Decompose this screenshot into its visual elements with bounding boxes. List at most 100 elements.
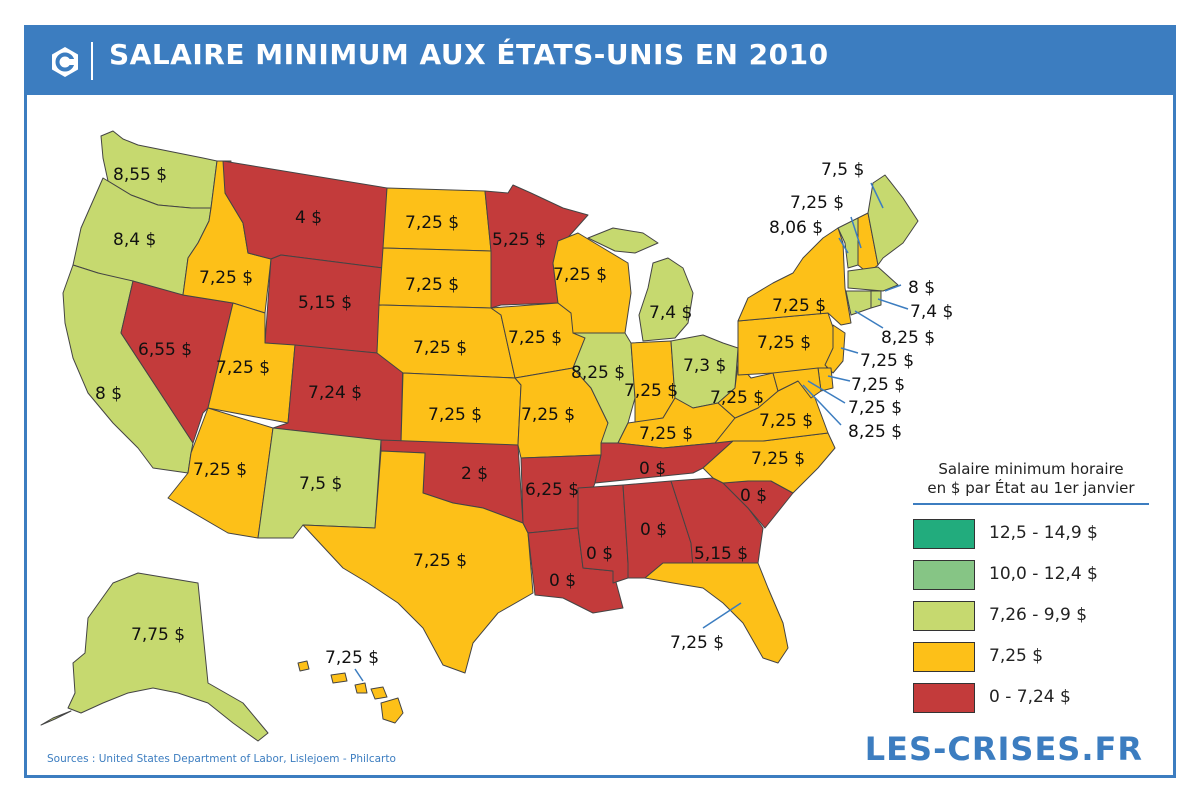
state-tx	[302, 450, 534, 674]
label-ak: 7,75 $	[131, 625, 185, 645]
legend-swatch	[913, 601, 975, 631]
state-hi-2	[330, 672, 348, 684]
legend-title-line1: Salaire minimum horaire	[938, 460, 1124, 478]
leader-de	[827, 375, 851, 382]
label-co: 7,24 $	[308, 383, 362, 403]
label-hi: 7,25 $	[325, 648, 379, 668]
leader-fl	[702, 602, 742, 629]
legend-label: 7,26 - 9,9 $	[989, 605, 1088, 625]
les-crises-logo-icon	[52, 47, 78, 77]
label-wi: 7,25 $	[553, 265, 607, 285]
brand-logo: LES-CRISES.FR	[864, 730, 1143, 768]
leader-ma	[884, 284, 902, 292]
label-nc: 7,25 $	[751, 449, 805, 469]
leader-me	[870, 182, 884, 209]
poster-frame: SALAIRE MINIMUM AUX ÉTATS-UNIS EN 2010	[24, 25, 1176, 778]
legend-divider	[913, 503, 1149, 505]
label-tn: 0 $	[639, 459, 666, 479]
state-mi-up	[587, 227, 659, 254]
label-sc: 0 $	[740, 486, 767, 506]
label-pa: 7,25 $	[757, 333, 811, 353]
leader-dc	[802, 384, 842, 426]
legend-label: 0 - 7,24 $	[989, 687, 1071, 707]
label-la: 0 $	[549, 571, 576, 591]
label-wa: 8,55 $	[113, 165, 167, 185]
legend-item: 0 - 7,24 $	[913, 679, 1153, 720]
label-md: 7,25 $	[848, 398, 902, 418]
legend-swatch	[913, 560, 975, 590]
state-ak	[67, 572, 269, 742]
label-va: 7,25 $	[759, 411, 813, 431]
leader-ct	[854, 310, 884, 329]
sources-note: Sources : United States Department of La…	[47, 753, 396, 765]
us-map: 8,55 $ 8,4 $ 8 $ 6,55 $ 7,25 $ 4 $ 5,15 …	[40, 130, 953, 742]
label-ia: 7,25 $	[508, 328, 562, 348]
label-in: 7,25 $	[624, 381, 678, 401]
label-sd: 7,25 $	[405, 275, 459, 295]
legend-item: 10,0 - 12,4 $	[913, 556, 1153, 597]
label-mi: 7,4 $	[649, 303, 692, 323]
header-bar: SALAIRE MINIMUM AUX ÉTATS-UNIS EN 2010	[27, 28, 1173, 95]
legend-items: 12,5 - 14,9 $ 10,0 - 12,4 $ 7,26 - 9,9 $…	[913, 515, 1153, 720]
legend-label: 10,0 - 12,4 $	[989, 564, 1098, 584]
label-ok: 2 $	[461, 464, 488, 484]
state-ct	[845, 290, 872, 316]
label-ga: 5,15 $	[694, 544, 748, 564]
label-ms: 0 $	[586, 544, 613, 564]
label-mn: 5,25 $	[492, 230, 546, 250]
label-ks: 7,25 $	[428, 405, 482, 425]
label-ca: 8 $	[95, 384, 122, 404]
state-ri	[870, 290, 882, 309]
legend-item: 7,25 $	[913, 638, 1153, 679]
label-dc: 8,25 $	[848, 422, 902, 442]
label-id: 7,25 $	[199, 268, 253, 288]
label-or: 8,4 $	[113, 230, 156, 250]
label-wv: 7,25 $	[710, 388, 764, 408]
legend-swatch	[913, 642, 975, 672]
label-mo: 7,25 $	[521, 405, 575, 425]
label-ky: 7,25 $	[639, 424, 693, 444]
leader-md	[807, 380, 846, 404]
leader-nj	[840, 347, 859, 354]
legend-label: 12,5 - 14,9 $	[989, 523, 1098, 543]
label-nd: 7,25 $	[405, 213, 459, 233]
state-ak-island	[40, 710, 72, 726]
state-nj	[824, 324, 846, 374]
page-title: SALAIRE MINIMUM AUX ÉTATS-UNIS EN 2010	[109, 38, 829, 71]
label-nm: 7,5 $	[299, 474, 342, 494]
state-me	[867, 174, 919, 266]
label-mt: 4 $	[295, 208, 322, 228]
label-nh: 7,25 $	[790, 193, 844, 213]
legend-label: 7,25 $	[989, 646, 1044, 666]
label-ct: 8,25 $	[881, 328, 935, 348]
label-fl: 7,25 $	[670, 633, 724, 653]
label-ne: 7,25 $	[413, 338, 467, 358]
label-wy: 5,15 $	[298, 293, 352, 313]
state-vt	[837, 217, 859, 269]
legend-title: Salaire minimum horaire en $ par État au…	[913, 460, 1149, 498]
label-nj: 7,25 $	[860, 351, 914, 371]
state-fl	[644, 562, 789, 664]
leader-hi	[354, 668, 364, 682]
leader-nh	[850, 216, 862, 249]
leader-ri	[877, 298, 909, 310]
label-de: 7,25 $	[851, 375, 905, 395]
legend: Salaire minimum horaire en $ par État au…	[913, 460, 1153, 720]
header-divider	[91, 42, 93, 80]
label-ri: 7,4 $	[910, 302, 953, 322]
label-vt: 8,06 $	[769, 218, 823, 238]
leader-vt	[838, 237, 849, 254]
legend-swatch	[913, 683, 975, 713]
state-hi-5	[380, 697, 404, 724]
state-ms	[577, 484, 629, 584]
label-ar: 6,25 $	[525, 480, 579, 500]
state-hi-4	[370, 686, 388, 700]
legend-item: 12,5 - 14,9 $	[913, 515, 1153, 556]
legend-title-line2: en $ par État au 1er janvier	[927, 479, 1135, 497]
legend-swatch	[913, 519, 975, 549]
label-me: 7,5 $	[821, 160, 864, 180]
label-ma: 8 $	[908, 278, 935, 298]
state-hi-1	[297, 660, 310, 672]
label-ut: 7,25 $	[216, 358, 270, 378]
label-nv: 6,55 $	[138, 340, 192, 360]
